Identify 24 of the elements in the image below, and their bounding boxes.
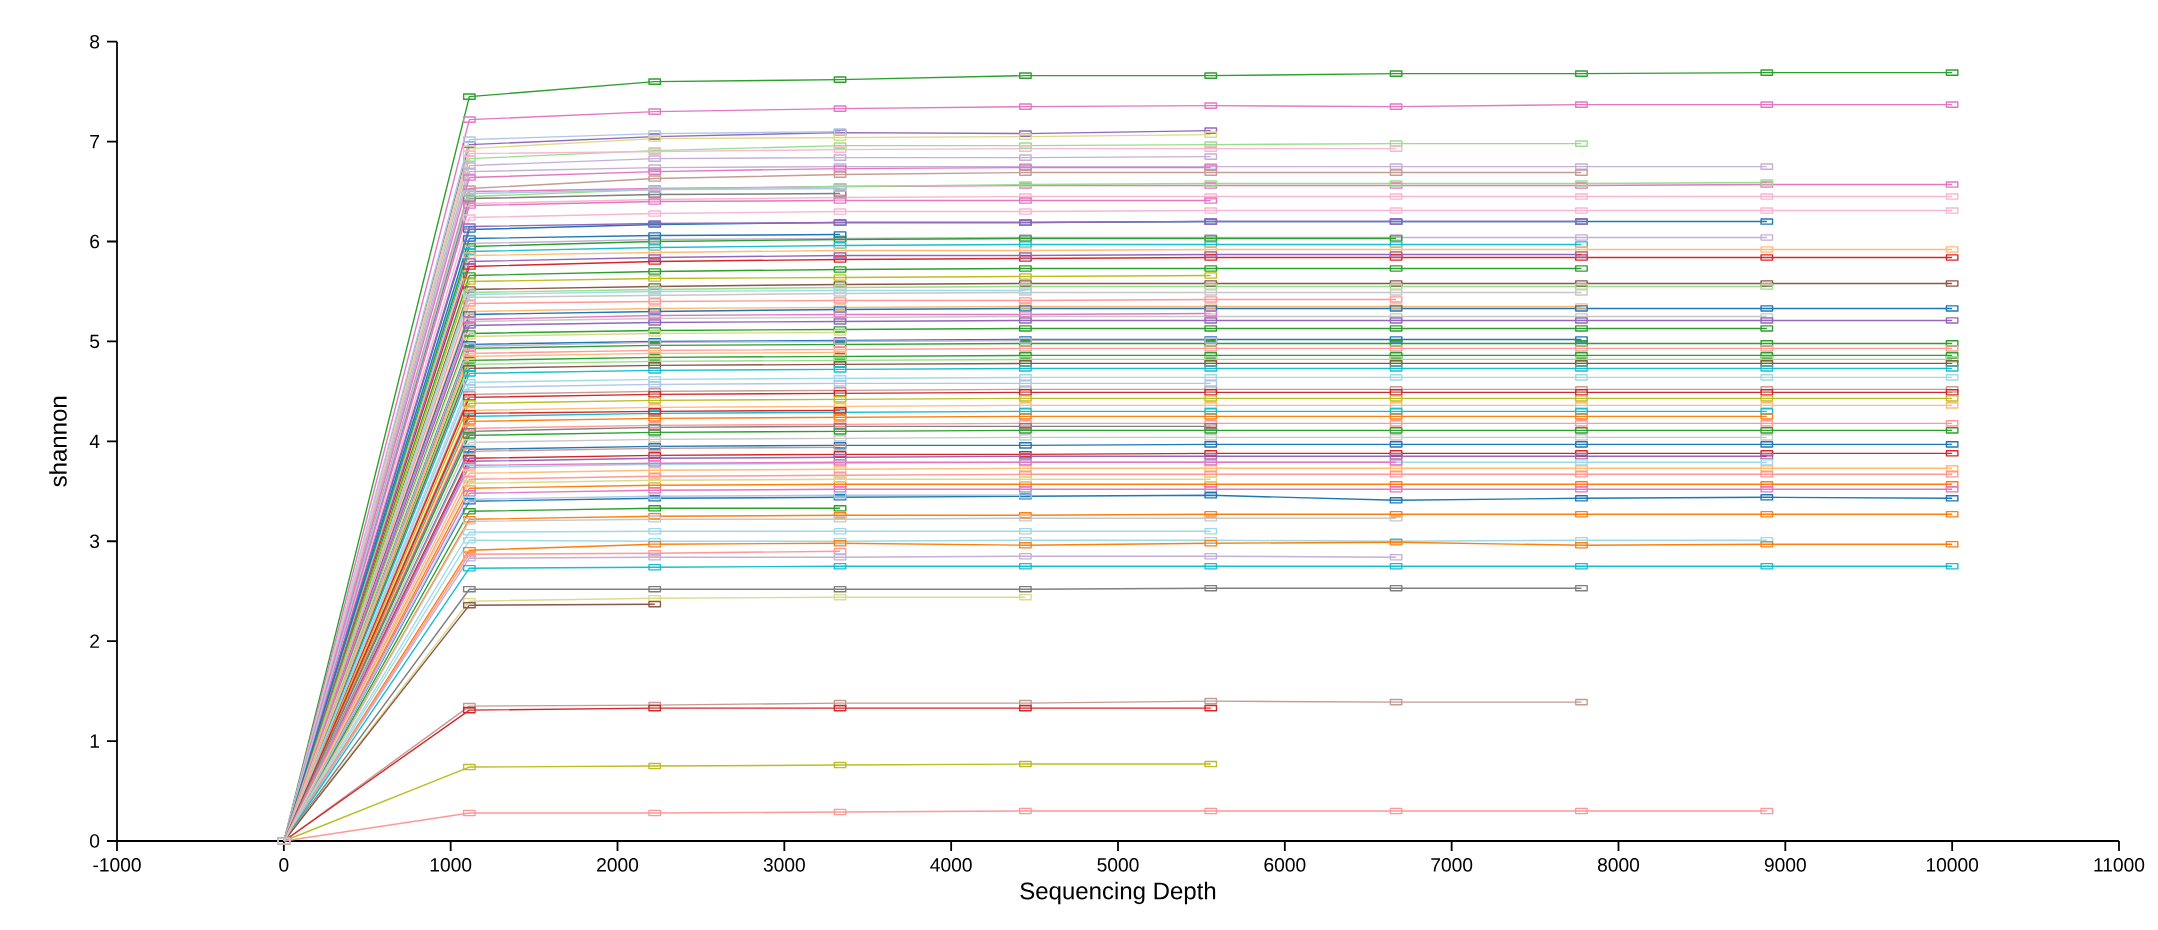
- y-tick-label: 4: [89, 434, 100, 448]
- y-tick-label: 5: [90, 334, 100, 349]
- x-tick-label: 10000: [1926, 858, 1979, 872]
- y-tick-label: 3: [89, 534, 100, 549]
- x-axis-title: Sequencing Depth: [1020, 881, 1216, 905]
- y-tick-label: 6: [90, 234, 100, 249]
- x-tick-label: 7000: [1431, 858, 1473, 872]
- x-tick-label: -1000: [93, 858, 141, 872]
- x-tick-label: 5000: [1097, 858, 1139, 872]
- x-tick-label: 2000: [597, 858, 639, 872]
- x-tick-label: 11000: [2094, 858, 2145, 872]
- x-tick-label: 0: [279, 858, 289, 872]
- y-tick-label: 0: [90, 834, 100, 848]
- y-tick-label: 2: [90, 634, 99, 648]
- x-tick-label: 3000: [763, 858, 805, 872]
- y-tick-label: 8: [90, 34, 100, 49]
- y-tick-label: 1: [90, 734, 99, 748]
- x-tick-label: 6000: [1264, 858, 1306, 872]
- x-tick-label: 1000: [430, 858, 472, 872]
- x-tick-label: 9000: [1764, 858, 1806, 872]
- x-tick-label: 4000: [930, 858, 972, 872]
- x-tick-label: 8000: [1597, 858, 1640, 872]
- y-axis-title: shannon: [49, 396, 67, 487]
- y-tick-label: 7: [90, 135, 99, 149]
